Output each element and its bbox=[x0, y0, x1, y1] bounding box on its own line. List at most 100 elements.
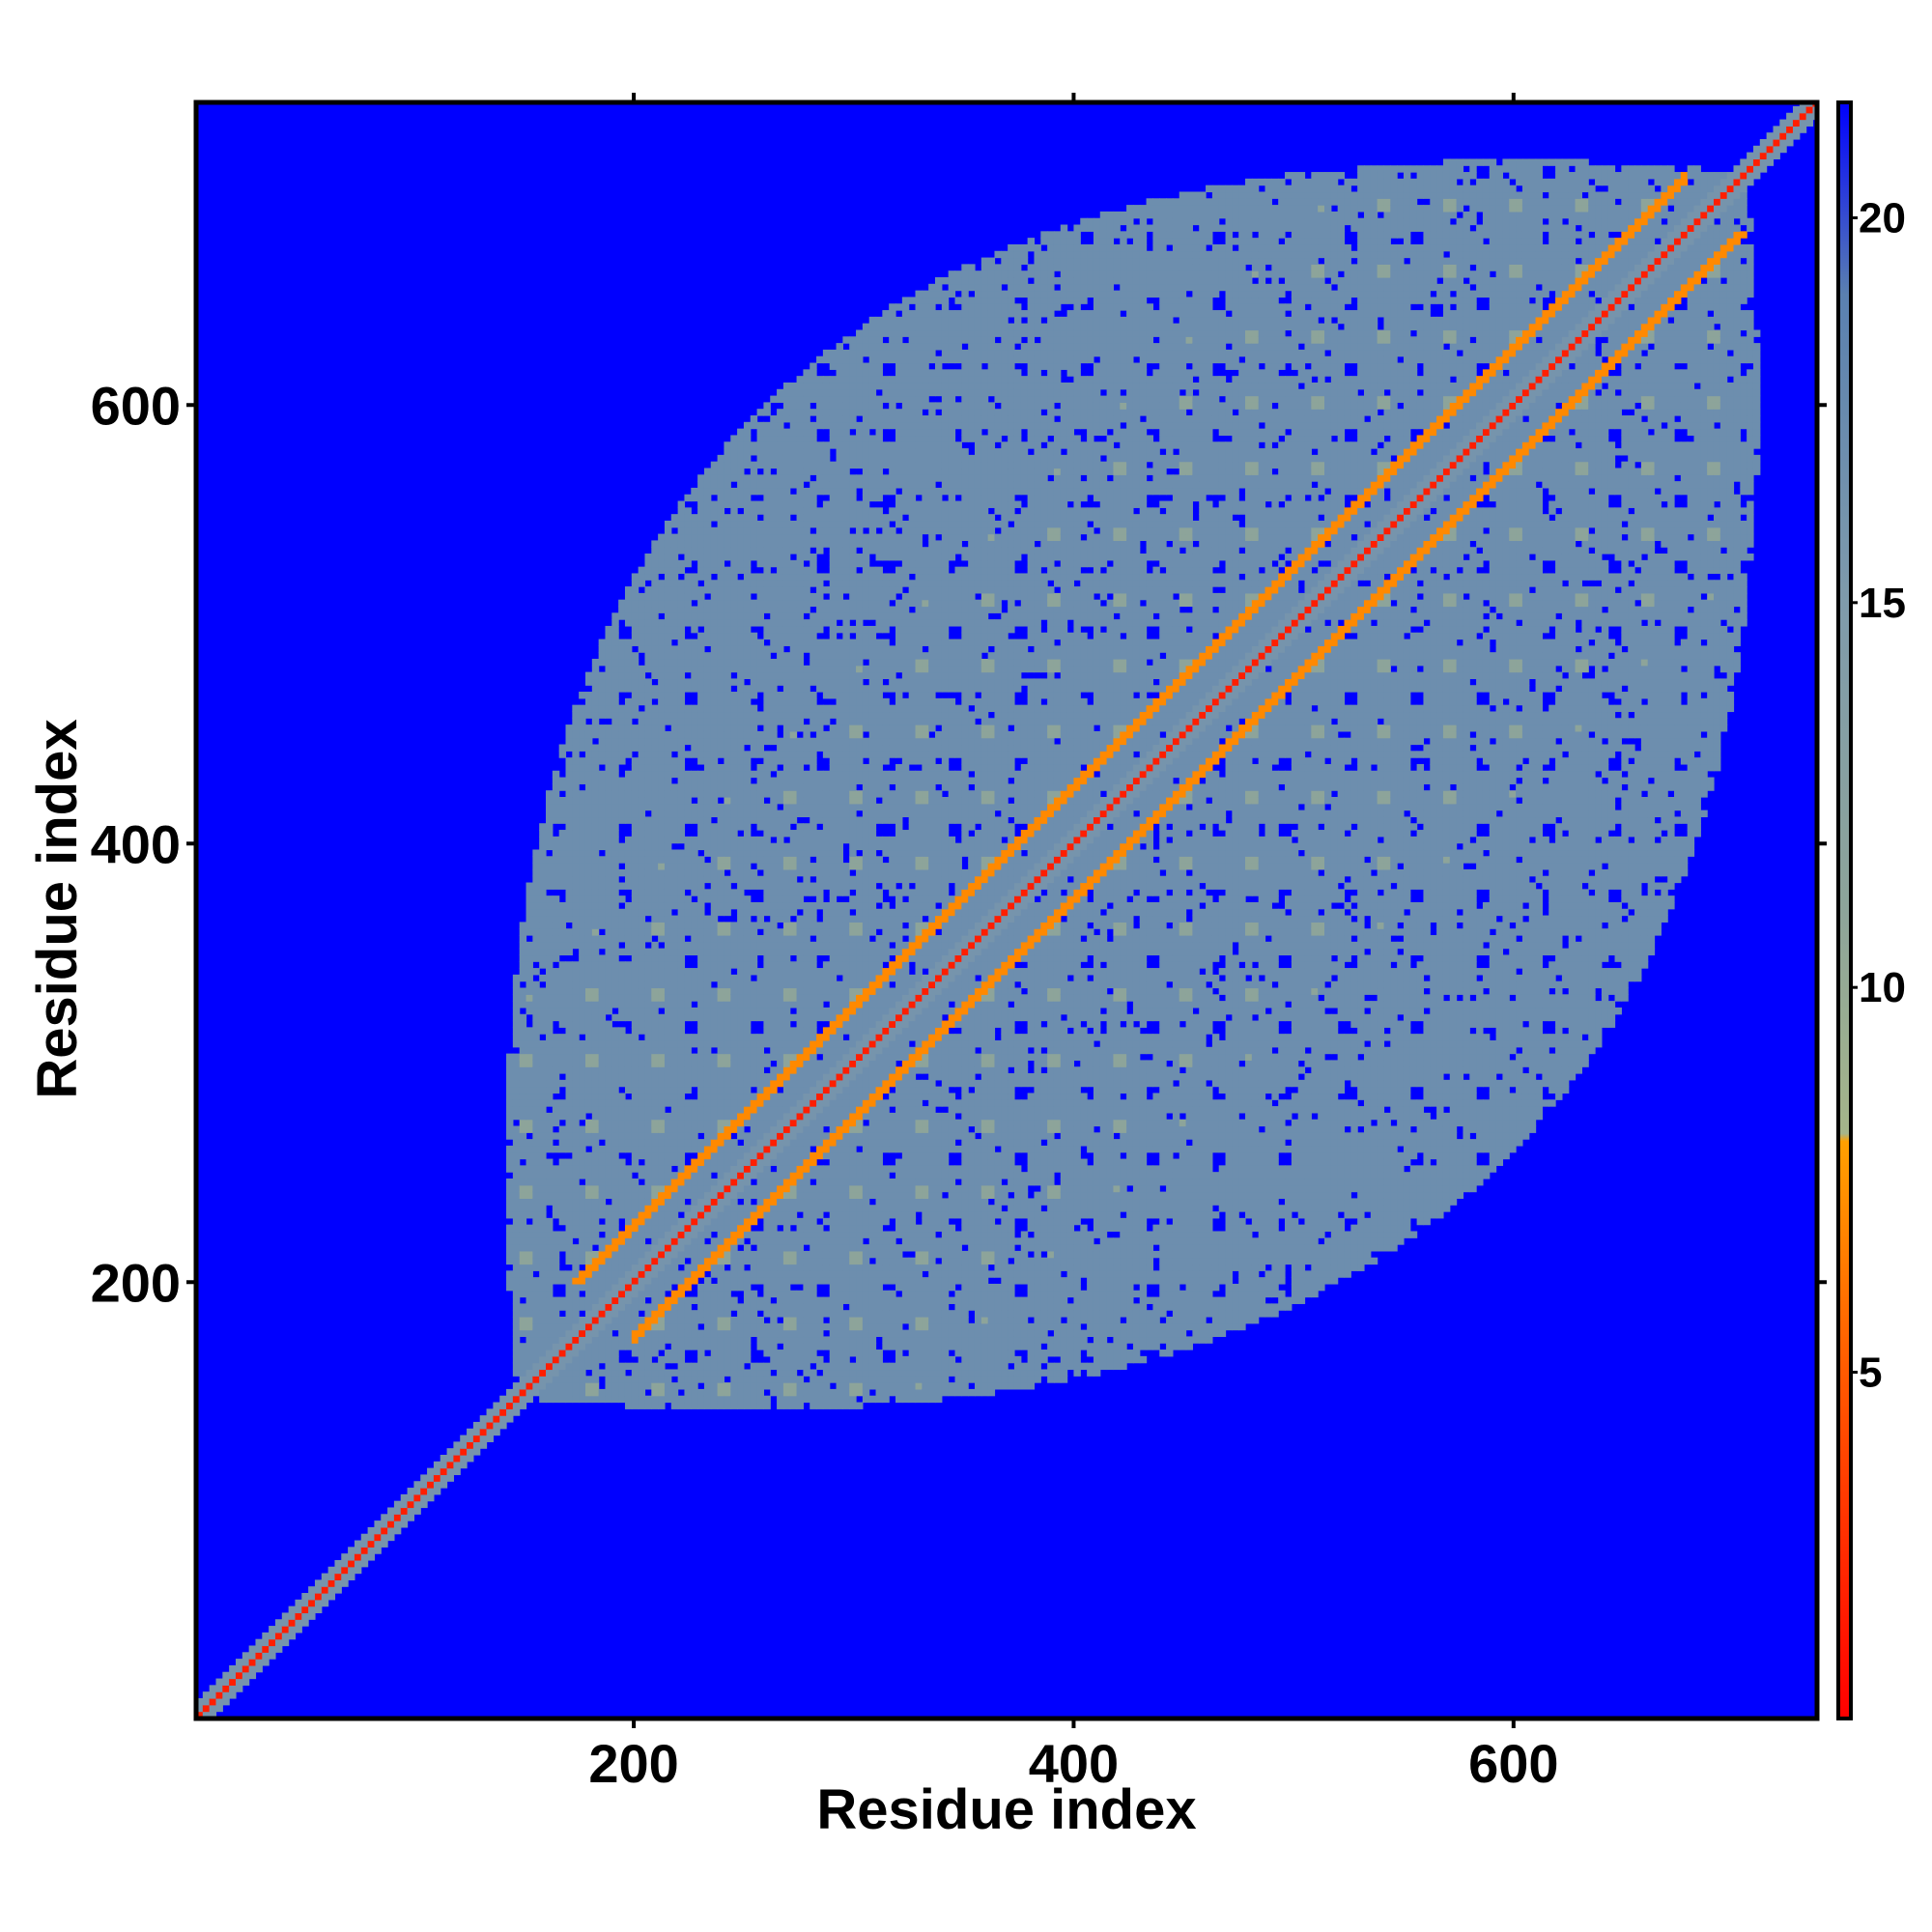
heatmap-cell bbox=[348, 1553, 355, 1560]
heatmap-cell bbox=[559, 1323, 566, 1330]
heatmap-cell bbox=[566, 1284, 573, 1291]
heatmap-cell bbox=[572, 804, 579, 810]
heatmap-cell bbox=[553, 771, 559, 778]
heatmap-cell bbox=[506, 1165, 513, 1172]
heatmap-cell bbox=[532, 1303, 539, 1310]
heatmap-cell bbox=[520, 1087, 526, 1094]
heatmap-cell bbox=[513, 1126, 520, 1133]
heatmap-cell bbox=[526, 1047, 533, 1054]
heatmap-cell bbox=[566, 830, 573, 837]
heatmap-cell bbox=[572, 1066, 579, 1073]
heatmap-cell bbox=[520, 1382, 526, 1389]
heatmap-cell bbox=[579, 797, 585, 804]
heatmap-cell bbox=[532, 1350, 539, 1356]
heatmap-cell bbox=[215, 1705, 222, 1712]
heatmap-cell bbox=[592, 1099, 599, 1106]
heatmap-cell bbox=[572, 916, 579, 923]
heatmap-cell bbox=[526, 1087, 533, 1094]
heatmap-cell bbox=[526, 1008, 533, 1014]
heatmap-cell bbox=[553, 810, 559, 817]
heatmap-cell bbox=[539, 1211, 546, 1218]
heatmap-cell bbox=[566, 889, 573, 895]
heatmap-cell bbox=[592, 1297, 599, 1304]
heatmap-cell bbox=[559, 837, 566, 843]
heatmap-cell bbox=[539, 1389, 546, 1396]
heatmap-cell bbox=[526, 1291, 533, 1297]
heatmap-cell bbox=[585, 1317, 592, 1323]
heatmap-cell bbox=[308, 1606, 315, 1613]
heatmap-cell bbox=[520, 935, 526, 942]
heatmap-cell bbox=[249, 1645, 256, 1652]
heatmap-cell bbox=[328, 1567, 335, 1574]
heatmap-cell bbox=[553, 1054, 559, 1061]
heatmap-cell bbox=[539, 863, 546, 869]
heatmap-cell bbox=[572, 1211, 579, 1218]
heatmap-cell bbox=[579, 1021, 585, 1028]
heatmap-cell bbox=[585, 1343, 592, 1350]
heatmap-cell bbox=[546, 1369, 553, 1376]
heatmap-cell bbox=[572, 1027, 579, 1034]
heatmap-cell bbox=[585, 1126, 592, 1133]
heatmap-cell bbox=[546, 837, 553, 843]
heatmap-cell bbox=[559, 1172, 566, 1179]
heatmap-cell bbox=[585, 968, 592, 975]
heatmap-cell bbox=[520, 1179, 526, 1185]
heatmap-cell bbox=[579, 1343, 585, 1350]
heatmap-cell bbox=[559, 843, 566, 850]
heatmap-cell bbox=[539, 1218, 546, 1225]
heatmap-cell bbox=[585, 1310, 592, 1317]
heatmap-cell bbox=[532, 1146, 539, 1152]
heatmap-cell bbox=[592, 1027, 599, 1034]
heatmap-cell bbox=[539, 1021, 546, 1028]
heatmap-cell bbox=[585, 745, 592, 752]
heatmap-cell bbox=[539, 1060, 546, 1066]
heatmap-cell bbox=[526, 961, 533, 968]
heatmap-cell bbox=[572, 1040, 579, 1047]
heatmap-cell bbox=[553, 1277, 559, 1284]
heatmap-cell bbox=[513, 1218, 520, 1225]
heatmap-cell bbox=[585, 1073, 592, 1080]
heatmap-cell bbox=[275, 1633, 282, 1639]
heatmap-cell bbox=[506, 1205, 513, 1211]
heatmap-cell bbox=[487, 1408, 494, 1415]
heatmap-cell bbox=[532, 856, 539, 863]
heatmap-cell bbox=[572, 1146, 579, 1152]
heatmap-cell bbox=[526, 1317, 533, 1323]
heatmap-cell bbox=[546, 949, 553, 955]
heatmap-cell bbox=[513, 1211, 520, 1218]
heatmap-cell bbox=[546, 981, 553, 988]
heatmap-cell bbox=[559, 1343, 566, 1350]
heatmap-cell bbox=[585, 987, 592, 994]
heatmap-cell bbox=[572, 810, 579, 817]
heatmap-cell bbox=[579, 843, 585, 850]
heatmap-cell bbox=[566, 869, 573, 876]
heatmap-cell bbox=[513, 1244, 520, 1251]
heatmap-cell bbox=[585, 1270, 592, 1277]
heatmap-cell bbox=[592, 1106, 599, 1113]
heatmap-cell bbox=[579, 1396, 585, 1403]
heatmap-cell bbox=[440, 1468, 447, 1475]
heatmap-cell bbox=[513, 1014, 520, 1021]
heatmap-cell bbox=[480, 1441, 487, 1448]
heatmap-cell bbox=[532, 1231, 539, 1237]
heatmap-cell bbox=[546, 1060, 553, 1066]
heatmap-cell bbox=[546, 1244, 553, 1251]
heatmap-cell bbox=[553, 1356, 559, 1363]
heatmap-cell bbox=[585, 1008, 592, 1014]
heatmap-cell bbox=[553, 1336, 559, 1343]
heatmap-cell bbox=[539, 1014, 546, 1021]
heatmap-cell bbox=[553, 922, 559, 928]
heatmap-cell bbox=[579, 738, 585, 745]
heatmap-cell bbox=[566, 1205, 573, 1211]
heatmap-cell bbox=[513, 1350, 520, 1356]
heatmap-cell bbox=[539, 1146, 546, 1152]
heatmap-cell bbox=[526, 1244, 533, 1251]
heatmap-cell bbox=[532, 1244, 539, 1251]
heatmap-cell bbox=[520, 1014, 526, 1021]
heatmap-cell bbox=[579, 1106, 585, 1113]
heatmap-cell bbox=[579, 935, 585, 942]
heatmap-cell bbox=[532, 902, 539, 909]
heatmap-cell bbox=[532, 1060, 539, 1066]
heatmap-cell bbox=[566, 1369, 573, 1376]
heatmap-cell bbox=[546, 1185, 553, 1192]
